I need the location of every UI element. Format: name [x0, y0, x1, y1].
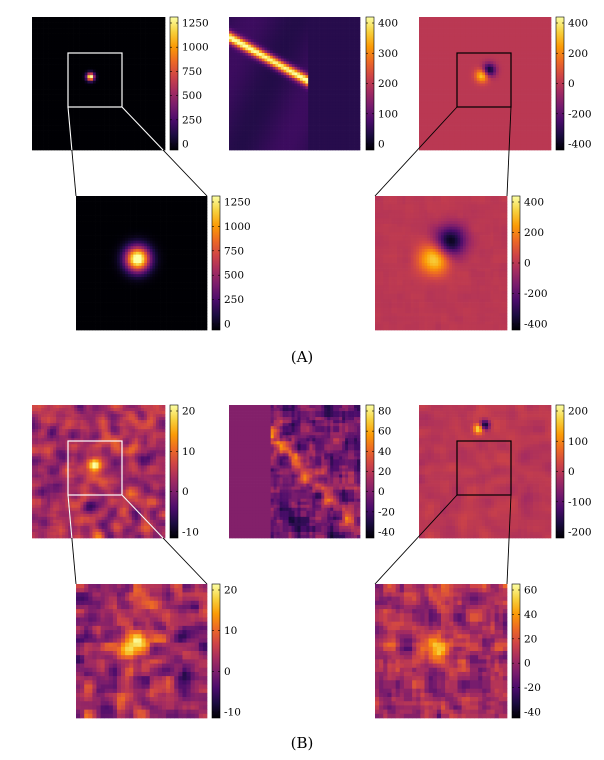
colorbar-tick-label: -40	[378, 527, 395, 539]
b-difference-zoom-colorbar: 60 40 20 0 -20 -40	[511, 583, 541, 719]
colorbar-tick-label: 400	[378, 18, 398, 30]
colorbar-tick-label: -200	[568, 527, 592, 539]
b-streak-colorbar: 80 60 40 20 0 -20 -40	[365, 404, 395, 539]
colorbar-tick-label: 200	[378, 78, 398, 90]
a-source-zoom-heatmap	[76, 196, 208, 331]
colorbar-tick-label: 200	[568, 48, 588, 60]
colorbar-tick-label: 300	[378, 48, 398, 60]
colorbar-tick-label: 750	[182, 66, 202, 78]
colorbar-tick-label: 500	[182, 90, 202, 102]
colorbar-tick-label: -400	[524, 319, 548, 331]
b-difference-colorbar: 200 100 0 -100 -200	[555, 404, 592, 539]
a-difference-zoom-heatmap	[375, 196, 508, 331]
colorbar-tick-label: -400	[568, 139, 592, 151]
colorbar-tick-label: 40	[378, 446, 391, 458]
panel-a-caption: (A)	[291, 348, 314, 366]
colorbar-tick-label: 40	[524, 609, 537, 621]
colorbar-tick-label: 0	[568, 78, 575, 90]
colorbar-tick-label: 20	[224, 585, 237, 597]
a-source-heatmap	[32, 17, 166, 151]
a-difference-colorbar: 400 200 0 -200 -400	[555, 16, 592, 151]
a-source-zoom-colorbar: 1250 1000 750 500 250 0	[211, 195, 251, 331]
colorbar-tick-label: 80	[378, 406, 391, 418]
colorbar-tick-label: 20	[182, 406, 195, 418]
colorbar-tick-label: -200	[524, 288, 548, 300]
b-difference-heatmap	[419, 405, 552, 539]
colorbar-tick-label: 500	[224, 270, 244, 282]
colorbar-tick-label: -10	[182, 527, 199, 539]
colorbar-tick-label: 0	[224, 319, 231, 331]
colorbar-tick-label: 0	[568, 466, 575, 478]
colorbar-tick-label: 200	[524, 227, 544, 239]
colorbar-tick-label: 250	[224, 294, 244, 306]
colorbar-tick-label: 200	[568, 406, 588, 418]
colorbar-tick-label: 1000	[224, 221, 251, 233]
b-streak-heatmap	[229, 405, 361, 539]
colorbar-tick-label: 100	[568, 436, 588, 448]
b-source-zoom-heatmap	[76, 584, 208, 719]
colorbar-tick-label: -20	[524, 682, 541, 694]
b-difference-zoom-heatmap	[375, 584, 508, 719]
a-source-colorbar: 1250 1000 750 500 250 0	[169, 16, 209, 151]
colorbar-tick-label: -200	[568, 108, 592, 120]
colorbar-tick-label: -100	[568, 496, 592, 508]
colorbar-tick-label: 20	[378, 466, 391, 478]
colorbar-tick-label: 0	[224, 666, 231, 678]
colorbar-tick-label: 10	[224, 625, 237, 637]
a-streak-heatmap	[229, 17, 361, 151]
panel-b-caption: (B)	[291, 734, 314, 752]
b-source-heatmap	[32, 405, 166, 539]
colorbar-tick-label: 60	[378, 426, 391, 438]
colorbar-tick-label: 1250	[224, 197, 251, 209]
colorbar-tick-label: 400	[524, 197, 544, 209]
colorbar-tick-label: -40	[524, 707, 541, 719]
colorbar-tick-label: 750	[224, 245, 244, 257]
panel-a-right-zoom-box	[374, 52, 512, 197]
a-difference-heatmap	[419, 17, 552, 151]
colorbar-tick-label: 0	[182, 486, 189, 498]
b-source-zoom-colorbar: 20 10 0 -10	[211, 583, 241, 719]
panel-b-left-zoom-box	[67, 440, 208, 585]
colorbar-tick-label: 60	[524, 585, 537, 597]
colorbar-tick-label: 20	[524, 633, 537, 645]
colorbar-tick-label: 250	[182, 114, 202, 126]
colorbar-tick-label: 0	[182, 139, 189, 151]
colorbar-tick-label: 10	[182, 446, 195, 458]
colorbar-tick-label: 1000	[182, 42, 209, 54]
a-difference-zoom-colorbar: 400 200 0 -200 -400	[511, 195, 548, 331]
colorbar-tick-label: 1250	[182, 18, 209, 30]
panel-b-right-zoom-box	[374, 440, 512, 585]
panel-a-left-zoom-box	[67, 52, 208, 197]
b-source-colorbar: 20 10 0 -10	[169, 404, 199, 539]
colorbar-tick-label: -10	[224, 707, 241, 719]
colorbar-tick-label: 0	[524, 258, 531, 270]
colorbar-tick-label: 0	[378, 139, 385, 151]
colorbar-tick-label: 0	[524, 658, 531, 670]
colorbar-tick-label: 400	[568, 18, 588, 30]
colorbar-tick-label: 100	[378, 108, 398, 120]
colorbar-tick-label: -20	[378, 506, 395, 518]
a-streak-colorbar: 400 300 200 100 0	[365, 16, 398, 151]
colorbar-tick-label: 0	[378, 486, 385, 498]
